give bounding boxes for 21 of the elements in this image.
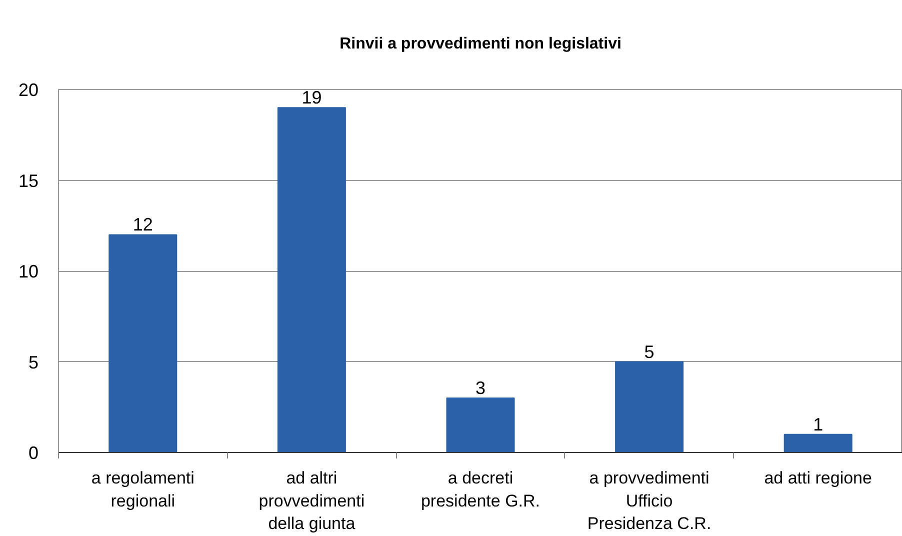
x-tick-label: ad altri provvedimenti della giunta [258,468,365,534]
y-tick-label: 20 [18,80,39,100]
bar [277,107,346,452]
data-label: 1 [813,414,824,434]
data-label: 3 [475,378,486,398]
x-tick-label: ad atti regione [764,468,872,488]
x-tick-label: a regolamenti regionali [91,468,194,510]
data-label: 12 [132,214,153,235]
y-tick-label: 10 [18,262,39,282]
y-tick-label: 5 [28,352,39,372]
data-label: 19 [302,88,322,108]
data-label: 5 [644,342,654,362]
bar [784,434,852,452]
bar [615,361,684,452]
bar [446,398,515,452]
chart-title: Rinvii a provvedimenti non legislativi [340,36,622,52]
x-tick-label: a provvedimenti Ufficio Presidenza C.R. [587,468,712,534]
y-tick-label: 15 [18,170,39,191]
y-tick-label: 0 [28,443,39,463]
bar [108,234,178,452]
x-tick-label: a decreti presidente G.R. [420,468,540,510]
